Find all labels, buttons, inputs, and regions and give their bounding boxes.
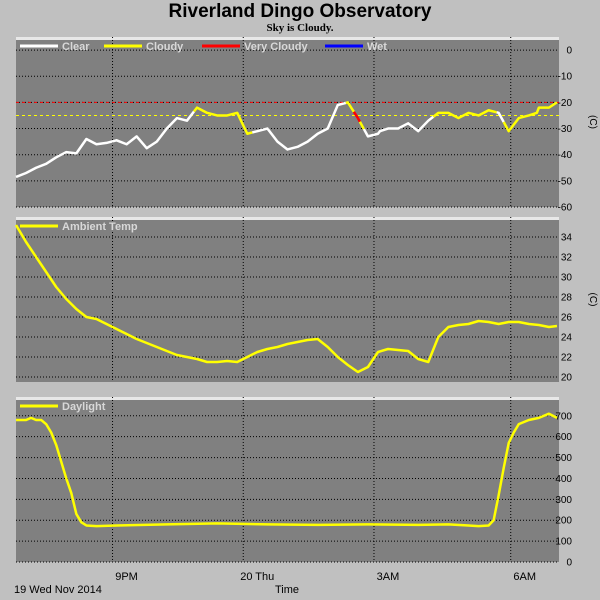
x-date-label: 19 Wed Nov 2014 [14, 584, 102, 596]
y-tick-label: -30 [558, 124, 573, 135]
y-tick-label: 300 [555, 495, 572, 506]
plot-top-edge [16, 217, 559, 220]
x-tick-label: 20 Thu [240, 571, 274, 583]
legend-label: Ambient Temp [62, 221, 138, 233]
y-tick-label: 32 [561, 253, 573, 264]
y-axis-label: (C) [587, 293, 598, 307]
y-axis-label: (C) [587, 115, 598, 129]
chart-subtitle: Sky is Cloudy. [266, 22, 334, 34]
y-tick-label: 500 [555, 453, 572, 464]
plot-top-edge [16, 37, 559, 40]
series-line-segment [352, 111, 361, 123]
y-tick-label: -10 [558, 72, 573, 83]
y-tick-label: 24 [561, 333, 573, 344]
y-tick-label: 34 [561, 233, 573, 244]
y-tick-label: 400 [555, 474, 572, 485]
y-tick-label: 600 [555, 432, 572, 443]
y-tick-label: -60 [558, 203, 573, 214]
series-line-segment [358, 121, 366, 130]
chart-title: Riverland Dingo Observatory [168, 1, 432, 22]
y-tick-label: 20 [561, 373, 573, 384]
series-line-segment [496, 111, 505, 123]
panel-ambient-temperature: 20 22 24 26 28 30 32 34 (C) Ambient Temp [14, 217, 598, 384]
x-tick-label: 6AM [513, 571, 536, 583]
y-tick-label: 100 [555, 537, 572, 548]
series-line-segment [192, 106, 253, 136]
y-tick-label: 26 [561, 313, 573, 324]
plot-area [16, 37, 559, 207]
series-line [14, 224, 558, 374]
series-line-segment [251, 101, 347, 151]
legend-label: Very Cloudy [244, 41, 308, 53]
legend-label: Cloudy [146, 41, 184, 53]
legend-label: Wet [367, 41, 387, 53]
y-tick-label: 28 [561, 293, 573, 304]
series-line-segment [15, 110, 195, 179]
series-line-segment [502, 101, 558, 133]
x-tick-label: 3AM [377, 571, 400, 583]
plot-area [16, 397, 559, 562]
y-tick-label: 700 [555, 411, 572, 422]
y-tick-label: 30 [561, 273, 573, 284]
series-line-segment [362, 115, 435, 138]
y-tick-label: -20 [558, 98, 573, 109]
plot-area [16, 217, 559, 382]
legend-label: Clear [62, 41, 90, 53]
y-tick-label: -40 [558, 150, 573, 161]
series-line-segment [345, 101, 355, 113]
y-tick-label: 0 [566, 46, 572, 57]
y-tick-label: 22 [561, 353, 573, 364]
series-line-segment [432, 108, 497, 120]
legend-label: Daylight [62, 401, 106, 413]
x-tick-label: 9PM [115, 571, 138, 583]
y-tick-label: 200 [555, 516, 572, 527]
y-tick-label: -50 [558, 176, 573, 187]
plot-top-edge [16, 397, 559, 400]
y-tick-label: 0 [566, 558, 572, 569]
series-line [16, 412, 558, 528]
panel-sky-temperature: 0 -10 -20 -30 -40 -50 -60 (C) Clear Cloudy Very Cl… [15, 37, 598, 214]
panel-daylight: 0 100 200 300 400 500 600 700 Daylight [16, 397, 572, 569]
x-axis-label: Time [275, 584, 299, 596]
